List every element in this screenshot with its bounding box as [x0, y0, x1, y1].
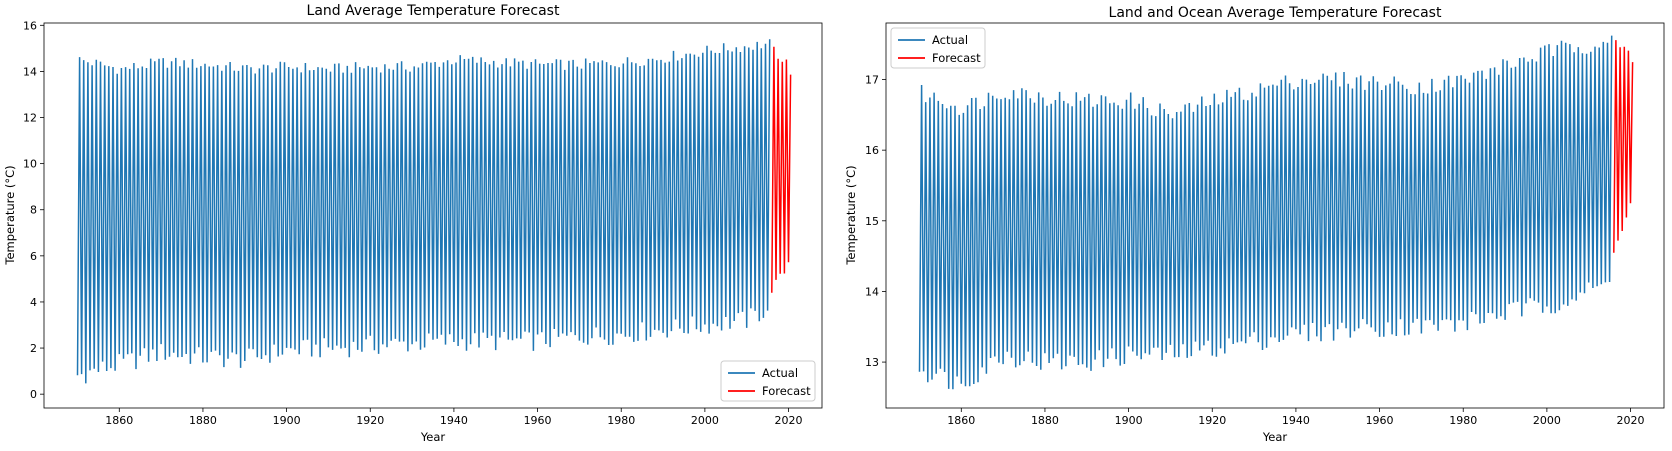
x-tick-label: 2000: [1533, 414, 1561, 427]
y-tick-label: 15: [865, 215, 879, 228]
x-tick-label: 1860: [105, 414, 133, 427]
y-tick-label: 10: [23, 158, 37, 171]
x-tick-label: 1920: [356, 414, 384, 427]
y-tick-label: 13: [865, 356, 879, 369]
legend-label-forecast: Forecast: [762, 384, 811, 398]
series-line-actual: [76, 39, 771, 384]
y-tick-label: 16: [23, 19, 37, 32]
y-tick-label: 17: [865, 74, 879, 87]
x-axis-label: Year: [1262, 430, 1288, 444]
series-line-actual: [918, 35, 1613, 390]
chart-panel-2: 1860 1880 1900 1920 1940 1960 1980 2000 2020 13 14…: [844, 5, 1665, 444]
legend: Actual Forecast: [720, 360, 816, 402]
x-tick-label: 1880: [189, 414, 217, 427]
y-axis-label: Temperature (°C): [3, 165, 17, 265]
plot-frame: [43, 22, 823, 409]
legend-label-forecast: Forecast: [932, 51, 981, 65]
y-tick-label: 14: [865, 285, 879, 298]
legend-label-actual: Actual: [932, 33, 968, 47]
x-tick-label: 1920: [1198, 414, 1226, 427]
y-tick-label: 14: [23, 65, 37, 78]
x-tick-label: 2020: [1617, 414, 1645, 427]
y-tick-label: 12: [23, 112, 37, 125]
series-line-forecast: [771, 46, 792, 293]
x-tick-label: 2000: [691, 414, 719, 427]
y-tick-label: 4: [30, 296, 37, 309]
y-tick-label: 16: [865, 144, 879, 157]
chart-panel-1: 1860 1880 1900 1920 1940 1960 1980 2000 2020 0 2 4 6…: [3, 3, 823, 444]
x-tick-label: 2020: [775, 414, 803, 427]
x-tick-label: 1960: [1366, 414, 1394, 427]
legend: Actual Forecast: [890, 27, 986, 69]
x-tick-label: 1900: [273, 414, 301, 427]
x-tick-label: 1980: [607, 414, 635, 427]
x-tick-label: 1940: [440, 414, 468, 427]
chart-title: Land Average Temperature Forecast: [307, 3, 560, 19]
legend-label-actual: Actual: [762, 366, 798, 380]
x-axis-label: Year: [420, 430, 446, 444]
plot-frame: [885, 22, 1665, 409]
x-tick-label: 1860: [947, 414, 975, 427]
x-tick-label: 1900: [1115, 414, 1143, 427]
x-tick-label: 1880: [1031, 414, 1059, 427]
chart-title: Land and Ocean Average Temperature Forec…: [1109, 5, 1442, 21]
x-tick-label: 1980: [1449, 414, 1477, 427]
y-axis-label: Temperature (°C): [844, 165, 858, 265]
y-tick-label: 2: [30, 342, 37, 355]
series-line-forecast: [1613, 40, 1634, 253]
x-tick-label: 1940: [1282, 414, 1310, 427]
y-tick-label: 8: [30, 204, 37, 217]
y-tick-label: 0: [30, 388, 37, 401]
y-tick-label: 6: [30, 250, 37, 263]
x-tick-label: 1960: [524, 414, 552, 427]
